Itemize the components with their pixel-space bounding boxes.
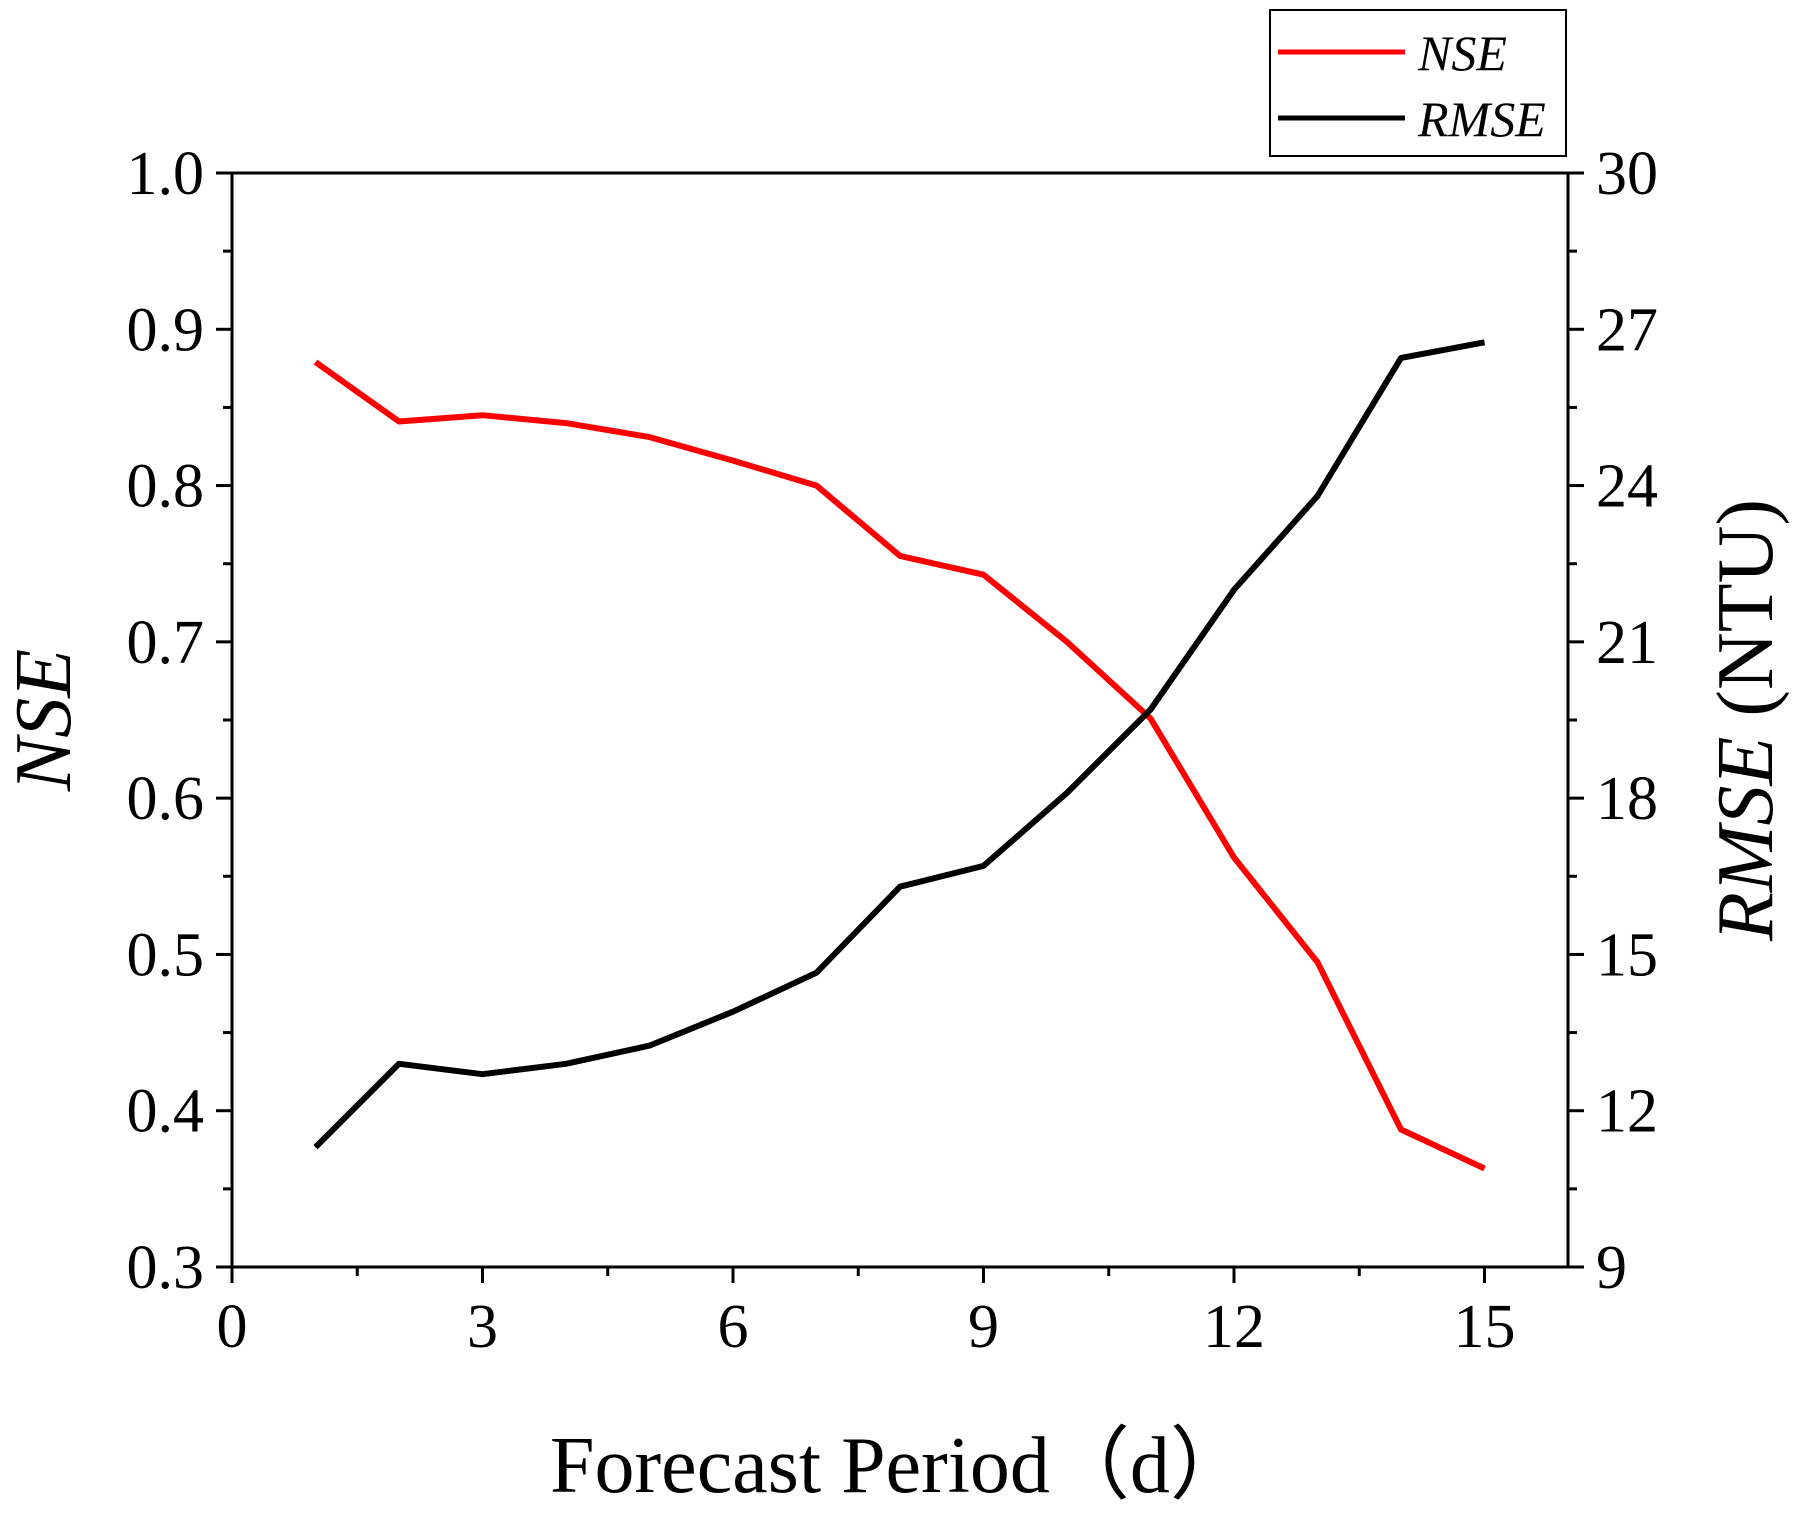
- left-tick-label: 0.4: [127, 1078, 205, 1146]
- left-tick-label: 0.3: [127, 1234, 205, 1302]
- legend-label-rmse: RMSE: [1417, 91, 1546, 147]
- legend-label-nse: NSE: [1417, 25, 1507, 81]
- y-right-axis-title-unit: (NTU): [1702, 499, 1790, 737]
- right-tick-label: 12: [1596, 1078, 1658, 1146]
- left-tick-label: 0.6: [127, 765, 205, 833]
- y-right-axis-title-italic: RMSE: [1702, 737, 1790, 942]
- series-line-rmse: [313, 339, 1486, 1150]
- x-axis-title: Forecast Period（d）: [550, 1422, 1250, 1509]
- right-tick-label: 21: [1596, 609, 1658, 677]
- y-right-axis-title: RMSE (NTU): [1702, 499, 1790, 942]
- bottom-axis-ticks: 0 3 6 9 12 15: [217, 1267, 1516, 1361]
- right-axis-ticks: 9 12 15 18 21 24 27 30: [1568, 140, 1658, 1302]
- left-tick-label: 0.7: [127, 609, 205, 677]
- left-tick-label: 0.9: [127, 296, 205, 364]
- legend: NSE RMSE: [1269, 9, 1567, 157]
- bottom-tick-label: 6: [718, 1293, 749, 1361]
- right-tick-label: 9: [1596, 1234, 1627, 1302]
- bottom-tick-label: 9: [968, 1293, 999, 1361]
- bottom-tick-label: 3: [467, 1293, 498, 1361]
- right-tick-label: 30: [1596, 140, 1658, 208]
- bottom-tick-label: 15: [1454, 1293, 1516, 1361]
- left-tick-label: 0.5: [127, 921, 205, 989]
- right-tick-label: 15: [1596, 921, 1658, 989]
- legend-box: [1269, 9, 1567, 157]
- right-tick-label: 27: [1596, 296, 1658, 364]
- left-axis-ticks: 0.3 0.4 0.5 0.6 0.7 0.8 0.9 1.0: [127, 140, 232, 1302]
- y-left-axis-title: NSE: [0, 649, 88, 792]
- left-tick-label: 0.8: [127, 453, 205, 521]
- bottom-tick-label: 0: [217, 1293, 248, 1361]
- right-tick-label: 24: [1596, 453, 1658, 521]
- series-layer: [313, 339, 1486, 1172]
- bottom-tick-label: 12: [1203, 1293, 1265, 1361]
- right-tick-label: 18: [1596, 765, 1658, 833]
- series-line-nse: [313, 359, 1486, 1172]
- left-tick-label: 1.0: [127, 140, 205, 208]
